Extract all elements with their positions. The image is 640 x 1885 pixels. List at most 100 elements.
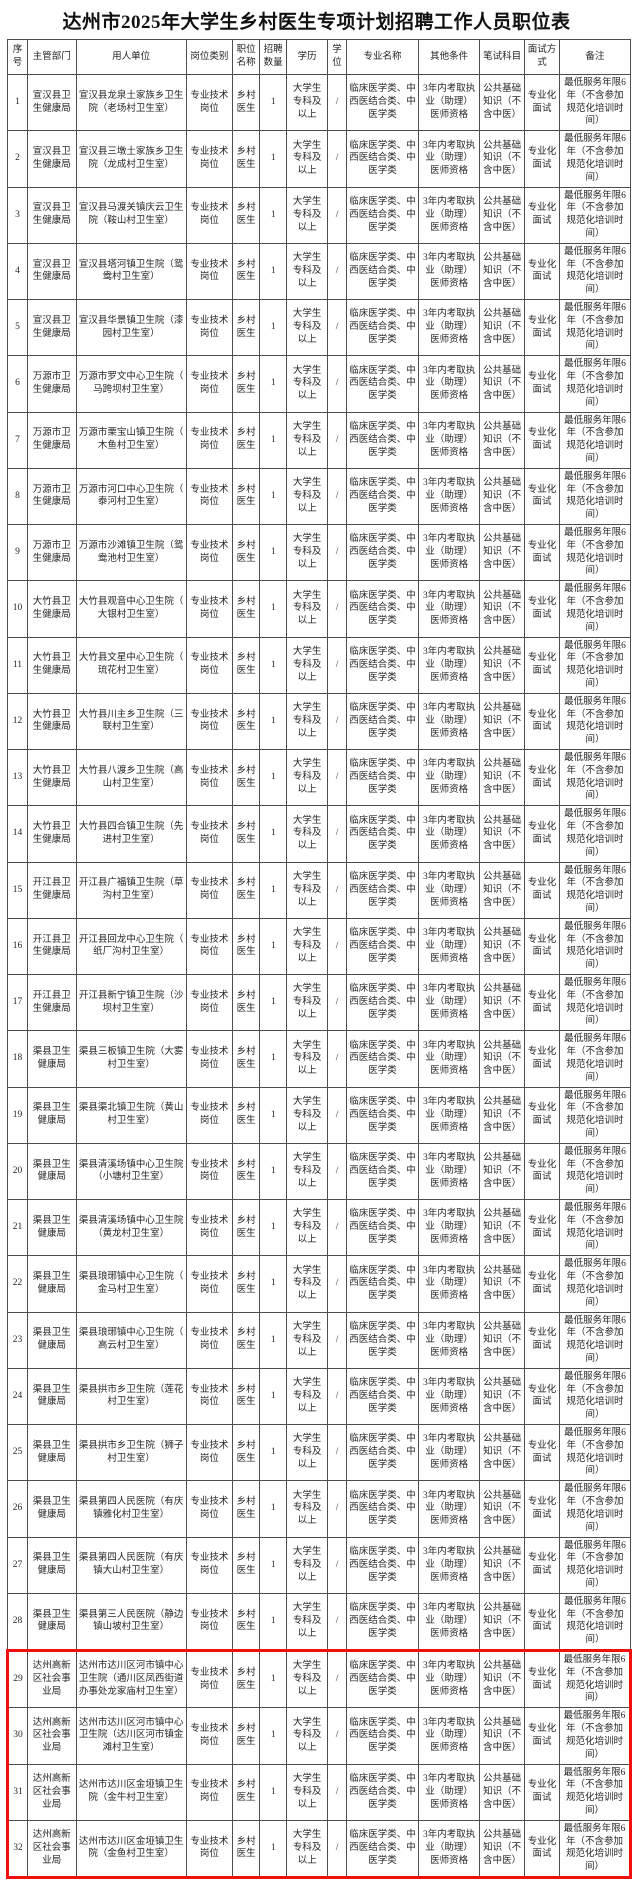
interview-mode-cell: 专业化面试 xyxy=(524,1707,560,1765)
education-cell: 大学生专科及以上 xyxy=(286,130,329,188)
department-cell: 宣汉县卫生健康局 xyxy=(26,242,77,301)
category-cell: 专业技术岗位 xyxy=(185,1030,233,1088)
category-cell: 专业技术岗位 xyxy=(185,917,233,976)
employer-cell: 宣汉县塔河镇卫生院（鸳鸯村卫生室） xyxy=(75,242,187,301)
employer-cell: 万源市罗文中心卫生院（马跨坝村卫生室） xyxy=(75,355,187,413)
degree-cell: / xyxy=(327,917,347,976)
table-row: 3 宣汉县卫生健康局 宣汉县马渡关镇庆云卫生院（鞍山村卫生室） 专业技术岗位 乡村医生 1… xyxy=(7,186,632,244)
other-conditions-cell: 3年内考取执业（助理）医师资格 xyxy=(418,636,481,694)
department-cell: 宣汉县卫生健康局 xyxy=(26,186,77,244)
remark-cell: 最低服务年限6年（不含参加规范化培训时间） xyxy=(558,73,632,132)
written-subject-cell: 公共基础知识（不含中医） xyxy=(479,1086,526,1144)
count-cell: 1 xyxy=(259,1423,288,1482)
table-row: 2 宣汉县卫生健康局 宣汉县三墩土家族乡卫生院（龙成村卫生室） 专业技术岗位 乡村医生 1… xyxy=(7,130,632,188)
count-cell: 1 xyxy=(259,748,288,807)
employer-cell: 宣汉县龙泉土家族乡卫生院（老场村卫生室） xyxy=(75,73,187,132)
table-row: 16 开江县卫生健康局 开江县回龙中心卫生院（纸厂沟村卫生室） 专业技术岗位 乡村医生 1… xyxy=(7,917,632,976)
remark-cell: 最低服务年限6年（不含参加规范化培训时间） xyxy=(558,186,632,244)
education-cell: 大学生专科及以上 xyxy=(286,748,329,807)
department-cell: 渠县卫生健康局 xyxy=(26,1142,77,1201)
department-cell: 开江县卫生健康局 xyxy=(26,917,77,976)
interview-mode-cell: 专业化面试 xyxy=(524,355,560,413)
education-cell: 大学生专科及以上 xyxy=(286,186,329,244)
department-cell: 大竹县卫生健康局 xyxy=(26,805,77,863)
count-cell: 1 xyxy=(259,1480,288,1538)
category-cell: 专业技术岗位 xyxy=(185,805,233,863)
other-conditions-cell: 3年内考取执业（助理）医师资格 xyxy=(418,298,481,357)
column-header: 学历 xyxy=(286,39,329,75)
category-cell: 专业技术岗位 xyxy=(185,355,233,413)
major-cell: 临床医学类、中西医结合类、中医学类 xyxy=(345,298,420,357)
table-row: 26 渠县卫生健康局 渠县第四人民医院（有庆镇雅化村卫生室） 专业技术岗位 乡村医生 1 大… xyxy=(7,1480,632,1538)
employer-cell: 达州市达川区金垭镇卫生院（金牛村卫生室） xyxy=(75,1763,187,1821)
degree-cell: / xyxy=(327,1763,347,1821)
column-header: 招聘数量 xyxy=(259,39,288,75)
major-cell: 临床医学类、中西医结合类、中医学类 xyxy=(345,861,420,919)
employer-cell: 大竹县文星中心卫生院（琉花村卫生室） xyxy=(75,636,187,694)
table-row: 30 达州高新区社会事业局 达州市达川区河市镇中心卫生院（达川区河市镇金滩村卫生室）… xyxy=(7,1707,632,1765)
major-cell: 临床医学类、中西医结合类、中医学类 xyxy=(345,1536,420,1594)
table-row: 24 渠县卫生健康局 渠县拱市乡卫生院（莲花村卫生室） 专业技术岗位 乡村医生 1 大学生专… xyxy=(7,1367,632,1426)
education-cell: 大学生专科及以上 xyxy=(286,1649,329,1709)
degree-cell: / xyxy=(327,186,347,244)
education-cell: 大学生专科及以上 xyxy=(286,467,329,526)
table-row: 11 大竹县卫生健康局 大竹县文星中心卫生院（琉花村卫生室） 专业技术岗位 乡村医生 1 大… xyxy=(7,636,632,694)
remark-cell: 最低服务年限6年（不含参加规范化培训时间） xyxy=(558,1592,632,1652)
position-cell: 乡村医生 xyxy=(231,1367,261,1426)
employer-cell: 宣汉县华景镇卫生院（漆园村卫生室） xyxy=(75,298,187,357)
position-cell: 乡村医生 xyxy=(231,636,261,694)
other-conditions-cell: 3年内考取执业（助理）医师资格 xyxy=(418,1142,481,1201)
education-cell: 大学生专科及以上 xyxy=(286,805,329,863)
degree-cell: / xyxy=(327,861,347,919)
interview-mode-cell: 专业化面试 xyxy=(524,467,560,526)
employer-cell: 万源市栗宝山镇卫生院（木鱼村卫生室） xyxy=(75,411,187,469)
other-conditions-cell: 3年内考取执业（助理）医师资格 xyxy=(418,1763,481,1821)
category-cell: 专业技术岗位 xyxy=(185,748,233,807)
written-subject-cell: 公共基础知识（不含中医） xyxy=(479,73,526,132)
job-position-table: 序号 主管部门 用人单位 岗位类别 职位名称 招聘数量 学历 学位 专业名称 其他条件 笔试科目 面试… xyxy=(6,39,632,1879)
count-cell: 1 xyxy=(259,1819,288,1879)
major-cell: 临床医学类、中西医结合类、中医学类 xyxy=(345,1311,420,1369)
interview-mode-cell: 专业化面试 xyxy=(524,1367,560,1426)
category-cell: 专业技术岗位 xyxy=(185,1536,233,1594)
written-subject-cell: 公共基础知识（不含中医） xyxy=(479,1480,526,1538)
interview-mode-cell: 专业化面试 xyxy=(524,1086,560,1144)
position-cell: 乡村医生 xyxy=(231,411,261,469)
interview-mode-cell: 专业化面试 xyxy=(524,748,560,807)
table-row: 32 达州高新区社会事业局 达州市达川区金垭镇卫生院（金鱼村卫生室） 专业技术岗位 乡村… xyxy=(7,1819,632,1879)
degree-cell: / xyxy=(327,1255,347,1313)
remark-cell: 最低服务年限6年（不含参加规范化培训时间） xyxy=(558,861,632,919)
remark-cell: 最低服务年限6年（不含参加规范化培训时间） xyxy=(558,1255,632,1313)
row-number-cell: 23 xyxy=(7,1311,28,1369)
employer-cell: 渠县琅琊镇中心卫生院（金马村卫生室） xyxy=(75,1255,187,1313)
major-cell: 临床医学类、中西医结合类、中医学类 xyxy=(345,805,420,863)
position-cell: 乡村医生 xyxy=(231,973,261,1032)
table-row: 7 万源市卫生健康局 万源市栗宝山镇卫生院（木鱼村卫生室） 专业技术岗位 乡村医生 1 大学… xyxy=(7,411,632,469)
major-cell: 临床医学类、中西医结合类、中医学类 xyxy=(345,636,420,694)
written-subject-cell: 公共基础知识（不含中医） xyxy=(479,1142,526,1201)
table-row: 5 宣汉县卫生健康局 宣汉县华景镇卫生院（漆园村卫生室） 专业技术岗位 乡村医生 1 大学生… xyxy=(7,298,632,357)
written-subject-cell: 公共基础知识（不含中医） xyxy=(479,1649,526,1709)
position-cell: 乡村医生 xyxy=(231,467,261,526)
remark-cell: 最低服务年限6年（不含参加规范化培训时间） xyxy=(558,1423,632,1482)
other-conditions-cell: 3年内考取执业（助理）医师资格 xyxy=(418,1819,481,1879)
education-cell: 大学生专科及以上 xyxy=(286,523,329,582)
written-subject-cell: 公共基础知识（不含中医） xyxy=(479,636,526,694)
education-cell: 大学生专科及以上 xyxy=(286,1142,329,1201)
remark-cell: 最低服务年限6年（不含参加规范化培训时间） xyxy=(558,1536,632,1594)
department-cell: 万源市卫生健康局 xyxy=(26,411,77,469)
position-cell: 乡村医生 xyxy=(231,1142,261,1201)
degree-cell: / xyxy=(327,1649,347,1709)
major-cell: 临床医学类、中西医结合类、中医学类 xyxy=(345,1649,420,1709)
remark-cell: 最低服务年限6年（不含参加规范化培训时间） xyxy=(558,1480,632,1538)
degree-cell: / xyxy=(327,1707,347,1765)
degree-cell: / xyxy=(327,636,347,694)
row-number-cell: 6 xyxy=(7,355,28,413)
department-cell: 渠县卫生健康局 xyxy=(26,1198,77,1257)
column-header: 学位 xyxy=(327,39,347,75)
count-cell: 1 xyxy=(259,1536,288,1594)
category-cell: 专业技术岗位 xyxy=(185,1142,233,1201)
major-cell: 临床医学类、中西医结合类、中医学类 xyxy=(345,523,420,582)
major-cell: 临床医学类、中西医结合类、中医学类 xyxy=(345,917,420,976)
department-cell: 开江县卫生健康局 xyxy=(26,861,77,919)
